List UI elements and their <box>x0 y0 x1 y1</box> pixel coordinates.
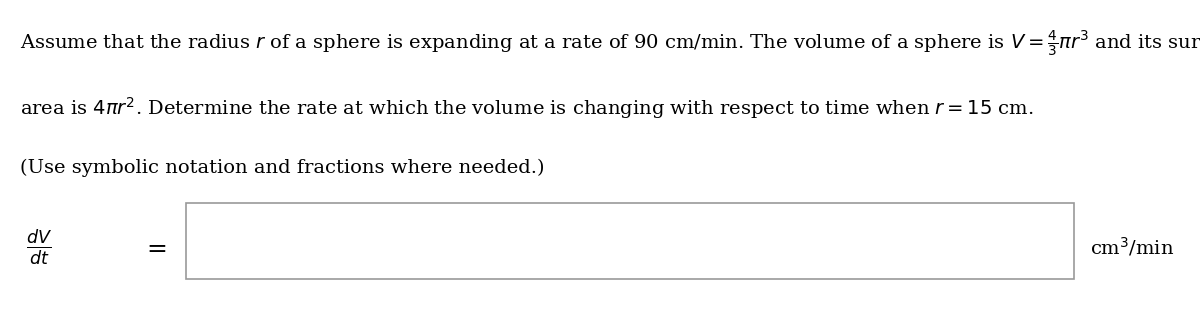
Text: $=$: $=$ <box>142 236 167 259</box>
FancyBboxPatch shape <box>186 203 1074 279</box>
Text: (Use symbolic notation and fractions where needed.): (Use symbolic notation and fractions whe… <box>20 158 545 177</box>
Text: cm$^3$/min: cm$^3$/min <box>1090 236 1174 259</box>
Text: $\frac{dV}{dt}$: $\frac{dV}{dt}$ <box>26 227 53 267</box>
Text: area is $4\pi r^2$. Determine the rate at which the volume is changing with resp: area is $4\pi r^2$. Determine the rate a… <box>20 95 1034 121</box>
Text: Assume that the radius $r$ of a sphere is expanding at a rate of 90 cm/min. The : Assume that the radius $r$ of a sphere i… <box>20 29 1200 59</box>
